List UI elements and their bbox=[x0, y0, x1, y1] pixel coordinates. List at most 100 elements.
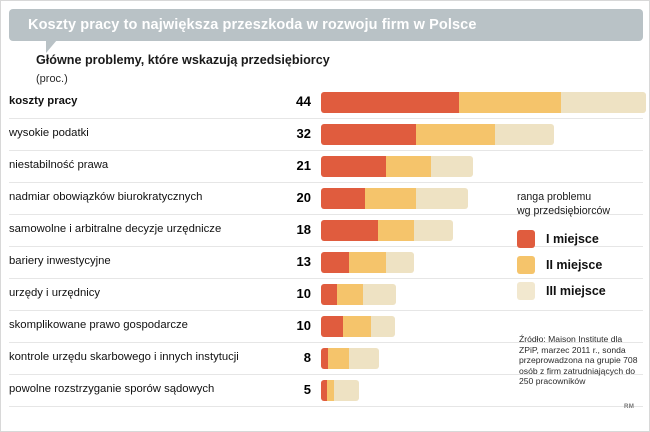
row-category-label: bariery inwestycyjne bbox=[9, 255, 111, 267]
legend-item[interactable]: III miejsce bbox=[517, 278, 647, 304]
bar-segment-rank-1 bbox=[321, 188, 365, 209]
bar-segment-rank-2 bbox=[459, 92, 561, 113]
source-note: Źródło: Maison Institute dla ZPiP, marze… bbox=[519, 334, 638, 387]
row-separator bbox=[9, 278, 643, 279]
stacked-bar bbox=[321, 156, 473, 177]
bar-segment-rank-1 bbox=[321, 380, 327, 401]
row-separator bbox=[9, 374, 643, 375]
legend-swatch-icon bbox=[517, 256, 535, 274]
bar-segment-rank-2 bbox=[416, 124, 495, 145]
row-separator bbox=[9, 310, 643, 311]
row-value: 13 bbox=[296, 254, 311, 269]
chart-row: skomplikowane prawo gospodarcze 10 bbox=[1, 311, 650, 343]
bar-segment-rank-2 bbox=[386, 156, 431, 177]
row-value: 32 bbox=[296, 126, 311, 141]
legend-title-line1: ranga problemu bbox=[517, 191, 592, 203]
author-credit: RM bbox=[624, 403, 635, 410]
stacked-bar bbox=[321, 380, 359, 401]
row-value: 10 bbox=[296, 318, 311, 333]
bar-segment-rank-3 bbox=[349, 348, 379, 369]
chart-row: niestabilność prawa 21 bbox=[1, 151, 650, 183]
row-separator bbox=[9, 182, 643, 183]
bar-segment-rank-3 bbox=[386, 252, 414, 273]
bar-segment-rank-3 bbox=[334, 380, 359, 401]
stacked-bar bbox=[321, 124, 554, 145]
bar-segment-rank-3 bbox=[371, 316, 395, 337]
row-value: 18 bbox=[296, 222, 311, 237]
bar-segment-rank-2 bbox=[349, 252, 386, 273]
bar-segment-rank-2 bbox=[337, 284, 363, 305]
chart-subtitle: Główne problemy, które wskazują przedsię… bbox=[36, 53, 330, 67]
bar-segment-rank-2 bbox=[365, 188, 416, 209]
legend-item[interactable]: II miejsce bbox=[517, 252, 647, 278]
legend-swatch-icon bbox=[517, 230, 535, 248]
row-value: 44 bbox=[295, 94, 311, 109]
row-separator bbox=[9, 406, 643, 407]
legend-label: II miejsce bbox=[546, 258, 603, 272]
chart-row: samowolne i arbitralne decyzje urzędnicz… bbox=[1, 215, 650, 247]
row-category-label: nadmiar obowiązków biurokratycznych bbox=[9, 191, 203, 203]
stacked-bar bbox=[321, 92, 646, 113]
banner-tail-decoration bbox=[46, 40, 66, 53]
row-category-label: powolne rozstrzyganie sporów sądowych bbox=[9, 383, 215, 395]
chart-row: kontrole urzędu skarbowego i innych inst… bbox=[1, 343, 650, 375]
legend-item-list: I miejsce II miejsce III miejsce bbox=[517, 226, 647, 304]
bar-segment-rank-1 bbox=[321, 316, 343, 337]
row-category-label: wysokie podatki bbox=[9, 127, 89, 139]
header-banner: Koszty pracy to największa przeszkoda w … bbox=[9, 9, 643, 41]
stacked-bar bbox=[321, 348, 379, 369]
bar-segment-rank-2 bbox=[327, 380, 334, 401]
chart-row: urzędy i urzędnicy 10 bbox=[1, 279, 650, 311]
row-separator bbox=[9, 342, 643, 343]
bar-segment-rank-2 bbox=[343, 316, 371, 337]
bar-segment-rank-1 bbox=[321, 220, 378, 241]
chart-row: wysokie podatki 32 bbox=[1, 119, 650, 151]
row-separator bbox=[9, 118, 643, 119]
row-value: 20 bbox=[296, 190, 311, 205]
bar-segment-rank-1 bbox=[321, 348, 328, 369]
bar-segment-rank-3 bbox=[495, 124, 554, 145]
row-value: 8 bbox=[303, 350, 311, 365]
row-category-label: urzędy i urzędnicy bbox=[9, 287, 101, 299]
stacked-bar bbox=[321, 284, 396, 305]
bar-segment-rank-3 bbox=[414, 220, 453, 241]
row-category-label: niestabilność prawa bbox=[9, 159, 109, 171]
row-value: 21 bbox=[296, 158, 311, 173]
chart-row: bariery inwestycyjne 13 bbox=[1, 247, 650, 279]
row-separator bbox=[9, 214, 643, 215]
stacked-bar bbox=[321, 188, 468, 209]
chart-row: nadmiar obowiązków biurokratycznych 20 bbox=[1, 183, 650, 215]
legend-item[interactable]: I miejsce bbox=[517, 226, 647, 252]
bar-segment-rank-1 bbox=[321, 124, 416, 145]
bar-segment-rank-1 bbox=[321, 284, 337, 305]
row-category-label: koszty pracy bbox=[9, 95, 78, 107]
row-value: 5 bbox=[303, 382, 311, 397]
bar-segment-rank-1 bbox=[321, 252, 349, 273]
row-category-label: samowolne i arbitralne decyzje urzędnicz… bbox=[9, 223, 222, 235]
bar-segment-rank-3 bbox=[561, 92, 646, 113]
stacked-bar bbox=[321, 220, 453, 241]
bar-segment-rank-2 bbox=[328, 348, 349, 369]
legend-title: ranga problemu wg przedsiębiorców bbox=[517, 191, 647, 218]
chart-unit-label: (proc.) bbox=[36, 73, 68, 85]
stacked-bar bbox=[321, 252, 414, 273]
row-category-label: skomplikowane prawo gospodarcze bbox=[9, 319, 188, 331]
bar-segment-rank-3 bbox=[431, 156, 473, 177]
legend-title-line2: wg przedsiębiorców bbox=[517, 204, 611, 217]
legend-label: III miejsce bbox=[546, 284, 606, 298]
bar-segment-rank-2 bbox=[378, 220, 414, 241]
chart-legend: ranga problemu wg przedsiębiorców I miej… bbox=[517, 191, 647, 304]
bar-segment-rank-1 bbox=[321, 156, 386, 177]
row-separator bbox=[9, 150, 643, 151]
row-separator bbox=[9, 246, 643, 247]
chart-rows: koszty pracy 44 wysokie podatki 32 niestabil… bbox=[1, 87, 650, 407]
bar-segment-rank-3 bbox=[416, 188, 468, 209]
legend-swatch-icon bbox=[517, 282, 535, 300]
chart-row: koszty pracy 44 bbox=[1, 87, 650, 119]
banner-title: Koszty pracy to największa przeszkoda w … bbox=[28, 17, 477, 33]
bar-segment-rank-1 bbox=[321, 92, 459, 113]
legend-label: I miejsce bbox=[546, 232, 599, 246]
bar-segment-rank-3 bbox=[363, 284, 396, 305]
stacked-bar bbox=[321, 316, 395, 337]
